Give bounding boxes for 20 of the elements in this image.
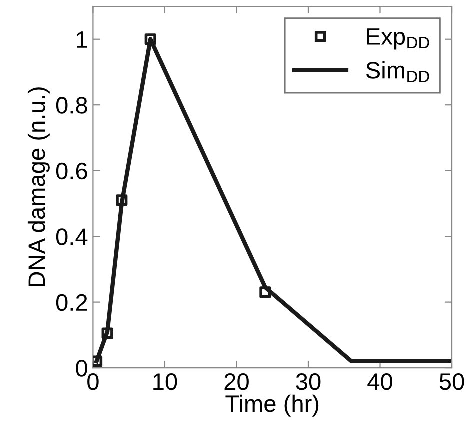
legend-label: Sim$_{DD}$ [366,61,430,82]
y-tick-label: 1 [77,32,88,48]
x-tick-label: 40 [368,374,392,390]
x-tick-label: 30 [296,374,321,390]
y-tick-label: 0.4 [56,228,88,246]
point [116,194,128,206]
y-tick-label: 0.2 [56,294,88,312]
x-tick-label: 50 [440,374,464,390]
y-tick-label: 0.6 [56,162,88,180]
point [102,328,114,340]
x-tick-label: 0 [88,374,99,390]
x-axis-title: Time (hr) [226,394,319,417]
x-tick-label: 20 [224,374,249,390]
point [144,34,156,46]
legend-label: Exp$_{DD}$ [367,28,430,50]
y-axis-title: DNA damage (n.u.) [28,88,50,286]
point [260,286,272,298]
y-tick-label: 0 [76,360,88,377]
y-tick-label: 0.8 [56,97,88,114]
x-tick-label: 10 [154,374,178,390]
